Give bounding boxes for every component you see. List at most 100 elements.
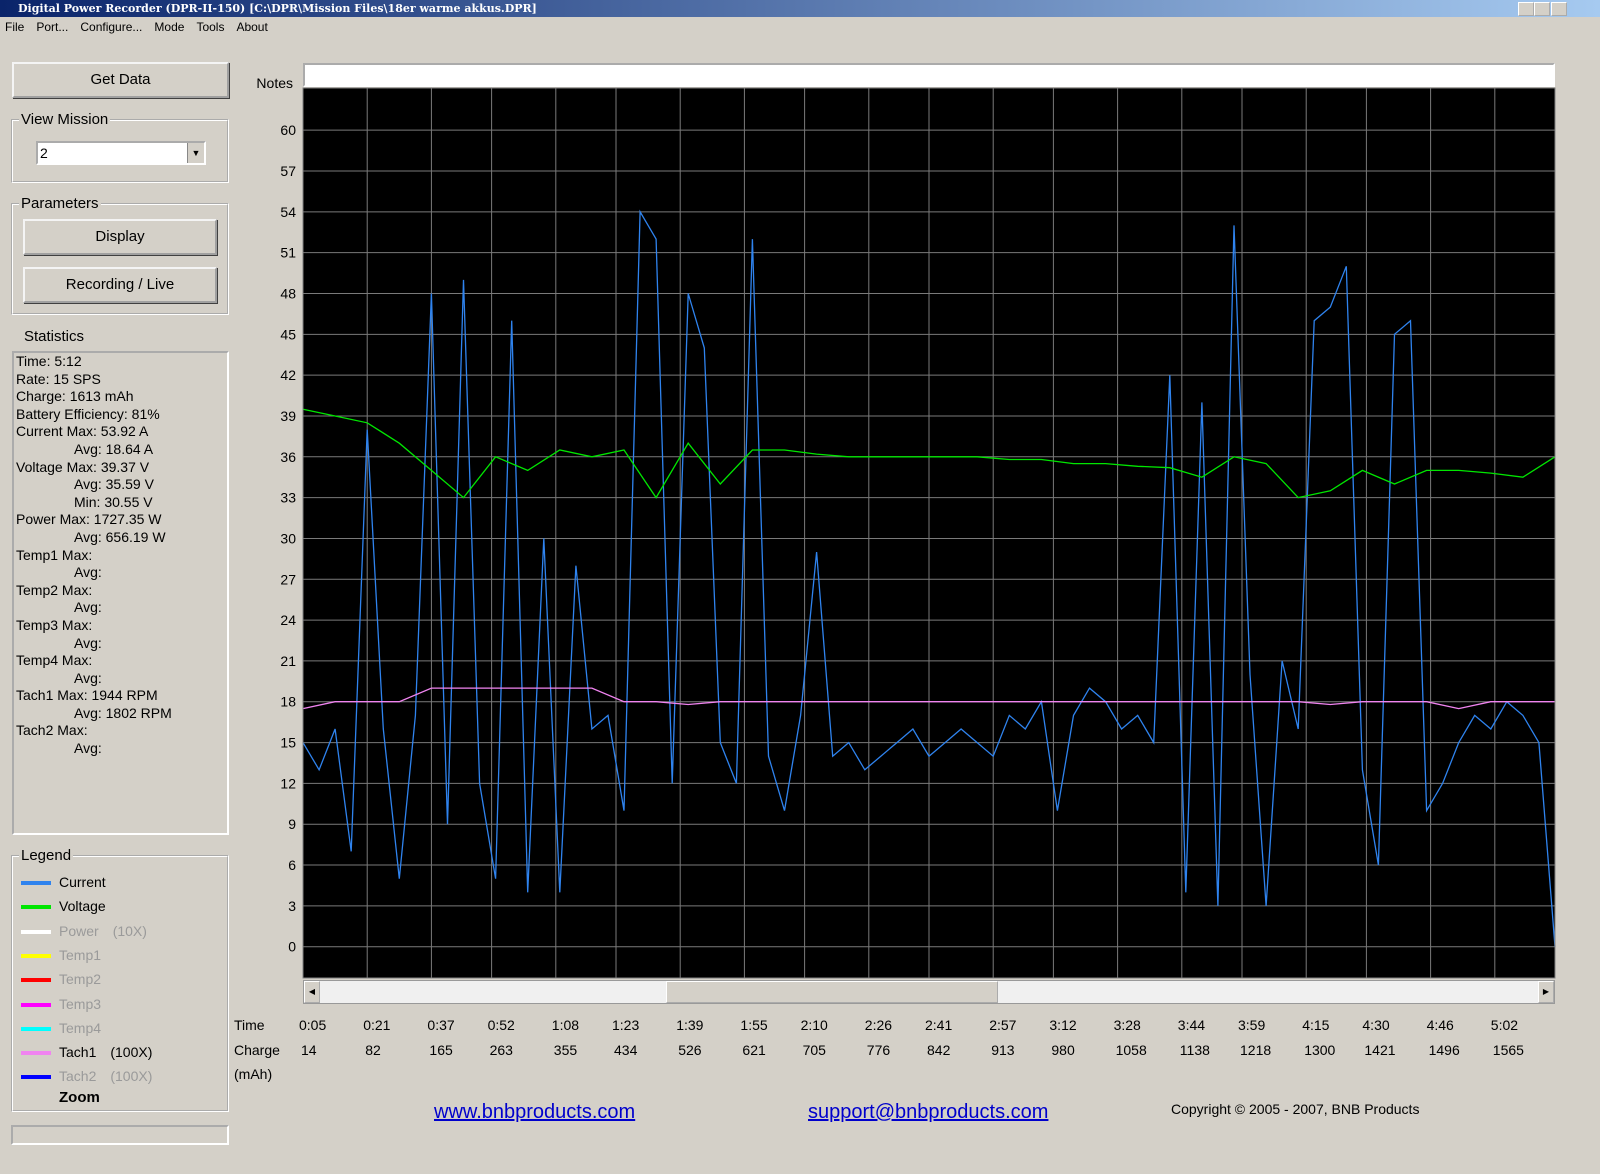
menu-item[interactable]: Configure... [80,20,143,34]
legend-item[interactable]: Temp1 [21,945,216,965]
minimize-button[interactable] [1518,2,1534,16]
y-tick-label: 54 [280,204,296,220]
legend-label: Tach1 (100X) [59,1042,152,1062]
legend-swatch [21,881,51,885]
scroll-thumb[interactable] [666,981,998,1003]
statistic-line: Charge: 1613 mAh [16,388,134,405]
legend-item[interactable]: Tach2 (100X) [21,1066,216,1086]
legend-label: Power (10X) [59,921,147,941]
statistic-line: Min: 30.55 V [74,493,153,510]
menu-item[interactable]: Port... [36,20,69,34]
charge-tick-label: 14 [301,1042,317,1058]
charge-tick-label: 776 [867,1042,891,1058]
x-tick-label: 3:44 [1178,1017,1205,1033]
legend-name: Temp2 [59,971,102,988]
group-label: Parameters [19,195,101,212]
charge-tick-label: 1496 [1429,1042,1460,1058]
x-tick-label: 1:08 [552,1017,579,1033]
window-title: Digital Power Recorder (DPR-II-150) [C:\… [18,2,537,15]
menu-item[interactable]: Mode [154,20,185,34]
group-label: View Mission [19,111,111,128]
legend-item[interactable]: Voltage [21,896,216,916]
statistic-line: Avg: 35.59 V [74,476,154,493]
get-data-button[interactable]: Get Data [12,62,229,98]
statistic-line: Current Max: 53.92 A [16,423,149,440]
notes-label: Notes [256,75,293,91]
legend-name: Current [59,874,106,890]
y-tick-label: 60 [280,122,296,138]
legend-swatch [21,1026,51,1031]
scroll-right[interactable]: ▶ [1538,981,1554,1003]
series-line [302,687,1555,710]
x-tick-label: 3:59 [1238,1017,1265,1033]
x-tick-label: 4:46 [1427,1017,1454,1033]
legend-name: Tach2 [59,1068,97,1085]
copyright: Copyright © 2005 - 2007, BNB Products [1171,1101,1420,1117]
recording-button[interactable]: Recording / Live [23,267,217,303]
statistic-line: Avg: [74,599,102,616]
charge-tick-label: 1218 [1240,1042,1271,1058]
close-button[interactable] [1551,2,1567,16]
statistic-line: Avg: [74,634,102,651]
y-tick-label: 0 [288,939,296,955]
y-tick-label: 30 [280,530,296,546]
charge-tick-label: 913 [991,1042,1015,1058]
mission-select[interactable]: 2 ▼ [36,141,206,165]
dropdown-arrow[interactable]: ▼ [187,143,204,163]
y-tick-label: 27 [280,571,296,587]
legend-swatch [21,1002,51,1007]
display-button[interactable]: Display [23,219,217,255]
statistic-line: Avg: [74,564,102,581]
zoom-label[interactable]: Zoom [59,1089,100,1106]
legend-note: (100X) [110,1044,153,1061]
menu-item[interactable]: File [5,20,25,34]
y-tick-label: 18 [280,694,296,710]
charge-tick-label: 621 [742,1042,766,1058]
charge-tick-label: 165 [429,1042,453,1058]
legend-item[interactable]: Tach1 (100X) [21,1042,216,1062]
y-tick-label: 33 [280,490,296,506]
x-tick-label: 0:52 [488,1017,515,1033]
scrollbar[interactable]: ◀ ▶ [303,980,1555,1004]
legend-item[interactable]: Current [21,872,216,892]
legend-note: (10X) [112,922,147,939]
view-mission-group: View Mission 2 ▼ [11,111,229,183]
statistic-line: Avg: 18.64 A [74,440,154,457]
legend-group: Legend Zoom Current Voltage Power (10X) Temp… [11,847,229,1112]
legend-name: Temp4 [59,1019,102,1036]
maximize-button[interactable] [1534,2,1550,16]
menu-item[interactable]: Tools [196,20,225,34]
statistic-line: Power Max: 1727.35 W [16,511,162,528]
parameters-group: Parameters Display Recording / Live [11,195,229,315]
charge-tick-label: 263 [490,1042,514,1058]
email-link[interactable]: support@bnbproducts.com [808,1101,1049,1123]
x-tick-label: 1:23 [612,1017,639,1033]
x-tick-label: 3:28 [1114,1017,1141,1033]
x-tick-label: 2:41 [925,1017,952,1033]
scroll-left[interactable]: ◀ [304,981,320,1003]
legend-item[interactable]: Temp4 [21,1018,216,1038]
statistic-line: Rate: 15 SPS [16,370,101,387]
y-tick-label: 9 [288,816,296,832]
notes-field[interactable] [303,63,1555,87]
legend-label: Temp3 [59,994,101,1014]
y-tick-label: 24 [280,612,296,628]
legend-label: Temp2 [59,969,101,989]
legend-item[interactable]: Temp3 [21,994,216,1014]
legend-item[interactable]: Power (10X) [21,921,216,941]
menu-item[interactable]: About [236,20,268,34]
statistic-line: Tach1 Max: 1944 RPM [16,687,158,704]
legend-note: (100X) [110,1068,153,1085]
statistic-line: Battery Efficiency: 81% [16,405,160,422]
website-link[interactable]: www.bnbproducts.com [434,1101,636,1123]
legend-item[interactable]: Temp2 [21,969,216,989]
charge-tick-label: 1138 [1180,1042,1210,1058]
y-tick-label: 12 [280,775,296,791]
x-tick-label: 3:12 [1049,1017,1076,1033]
x-tick-label: 0:37 [427,1017,454,1033]
group-label: Legend [19,847,74,864]
legend-label: Temp1 [59,945,101,965]
series-line [302,209,1556,947]
plot-border [302,87,1556,979]
